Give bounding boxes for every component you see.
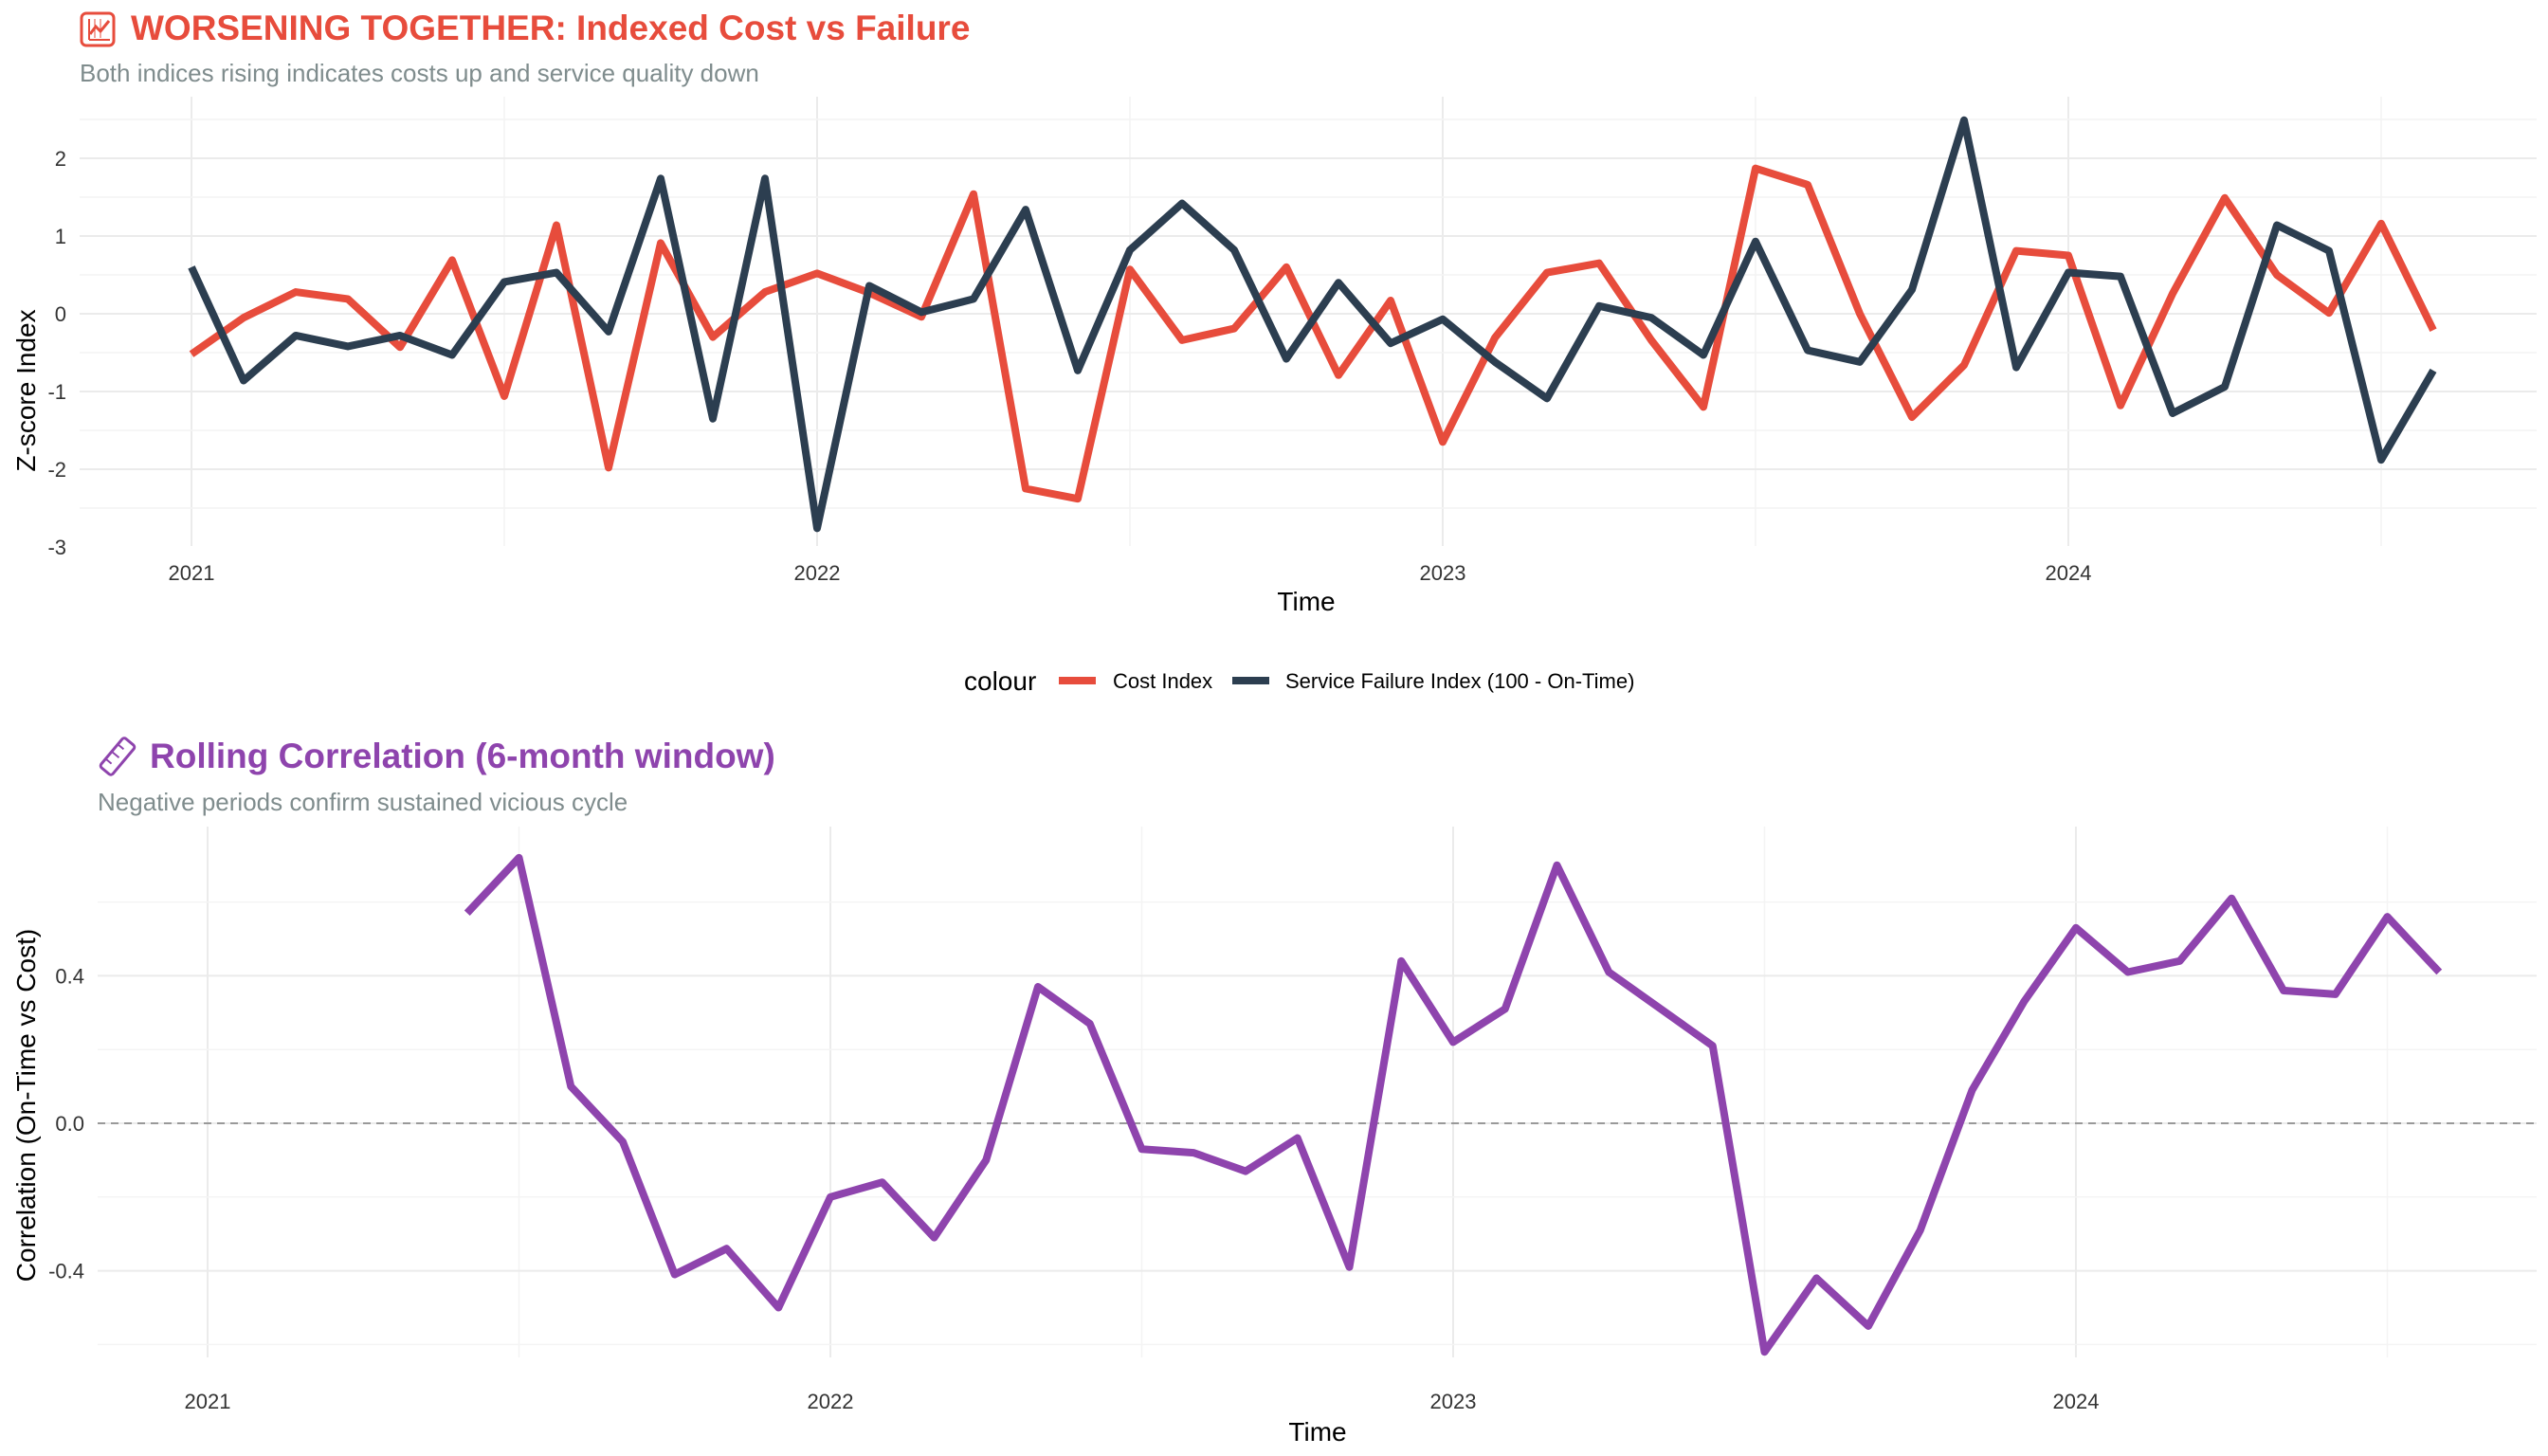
- top-chart-subtitle: Both indices rising indicates costs up a…: [80, 59, 759, 87]
- correlation-line: [464, 853, 2443, 1356]
- bottom-chart-subtitle: Negative periods confirm sustained vicio…: [98, 788, 628, 816]
- y-tick-label: 0.0: [55, 1112, 84, 1136]
- series-line-service-failure-index-100-on-time: [188, 116, 2437, 533]
- x-tick-label: 2024: [2053, 1390, 2100, 1413]
- bottom-x-axis-title: Time: [1288, 1417, 1346, 1447]
- top-y-axis-title: Z-score Index: [11, 309, 41, 471]
- bottom-chart-axes: 0.4 0.0 -0.4 2021 2022 2023 2024: [48, 964, 2099, 1413]
- x-tick-label: 2023: [1420, 561, 1466, 585]
- bottom-y-axis-title: Correlation (On-Time vs Cost): [11, 929, 41, 1282]
- top-chart-axes: 2 1 0 -1 -2 -3 2021 2022 2023 2024: [47, 147, 2091, 585]
- legend: colour Cost Index Service Failure Index …: [964, 666, 1634, 696]
- bottom-chart-title: Rolling Correlation (6-month window): [150, 737, 775, 775]
- legend-title: colour: [964, 666, 1036, 696]
- bottom-chart-grid: [98, 827, 2537, 1357]
- y-tick-label: -3: [47, 536, 66, 559]
- x-tick-label: 2024: [2046, 561, 2092, 585]
- legend-label-cost-index: Cost Index: [1113, 669, 1212, 693]
- y-tick-label: 0.4: [55, 964, 84, 988]
- y-tick-label: -0.4: [48, 1260, 84, 1283]
- ruler-icon: [99, 737, 136, 776]
- y-tick-label: 1: [55, 225, 66, 248]
- y-tick-label: 0: [55, 302, 66, 326]
- x-tick-label: 2022: [808, 1390, 854, 1413]
- y-tick-label: -1: [47, 380, 66, 404]
- chart-icon: [80, 11, 116, 47]
- bottom-chart-header: Rolling Correlation (6-month window) Neg…: [98, 737, 775, 816]
- x-tick-label: 2022: [794, 561, 841, 585]
- y-tick-label: -2: [47, 458, 66, 482]
- y-tick-label: 2: [55, 147, 66, 171]
- top-chart-header: WORSENING TOGETHER: Indexed Cost vs Fail…: [80, 9, 970, 87]
- top-chart-plot: [188, 116, 2437, 533]
- top-x-axis-title: Time: [1277, 587, 1335, 616]
- top-chart-title: WORSENING TOGETHER: Indexed Cost vs Fail…: [131, 9, 970, 47]
- x-tick-label: 2021: [169, 561, 215, 585]
- x-tick-label: 2023: [1430, 1390, 1477, 1413]
- legend-label-service-failure: Service Failure Index (100 - On-Time): [1285, 669, 1634, 693]
- x-tick-label: 2021: [185, 1390, 231, 1413]
- series-line-cost-index: [189, 164, 2437, 503]
- top-chart-grid: [80, 97, 2537, 546]
- bottom-chart-plot: [98, 853, 2537, 1356]
